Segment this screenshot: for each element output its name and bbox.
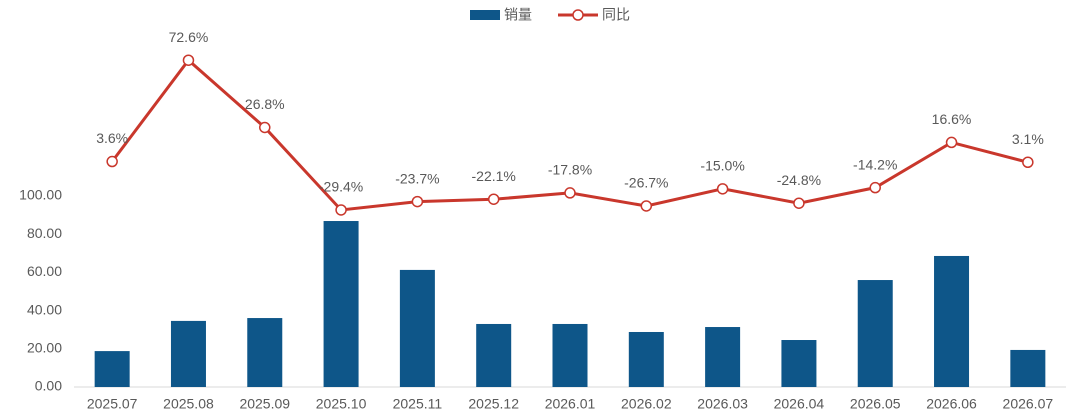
data-label: -26.7% xyxy=(624,175,668,191)
bar xyxy=(705,327,741,387)
line-marker xyxy=(487,193,500,205)
x-tick-label: 2026.01 xyxy=(545,396,596,412)
data-label: -15.0% xyxy=(700,158,744,174)
bar xyxy=(247,318,283,387)
legend-label: 销量 xyxy=(504,7,532,23)
bar xyxy=(323,221,359,387)
x-tick-label: 2025.07 xyxy=(87,396,138,412)
line-marker xyxy=(716,183,729,195)
legend-marker xyxy=(572,9,584,21)
data-label: 3.1% xyxy=(1012,131,1044,147)
bar xyxy=(399,269,435,387)
data-label: -14.2% xyxy=(853,156,897,172)
x-tick-label: 2026.07 xyxy=(1003,396,1054,412)
x-tick-label: 2026.03 xyxy=(697,396,748,412)
bar xyxy=(170,320,206,387)
bar xyxy=(781,340,817,387)
data-label: -24.8% xyxy=(777,172,821,188)
x-tick-label: 2025.09 xyxy=(239,396,290,412)
x-tick-label: 2025.11 xyxy=(393,396,443,412)
line-marker xyxy=(335,204,347,216)
y-tick-label: 60.00 xyxy=(27,263,62,279)
legend-label: 同比 xyxy=(602,7,630,23)
x-tick-label: 2026.04 xyxy=(774,396,825,412)
bar xyxy=(857,280,893,387)
x-tick-label: 2026.06 xyxy=(926,396,977,412)
y-tick-label: 20.00 xyxy=(27,340,62,356)
line-marker xyxy=(1022,156,1034,168)
bar xyxy=(476,323,512,387)
data-label: -17.8% xyxy=(548,162,592,178)
line-marker xyxy=(869,181,881,194)
bar xyxy=(934,255,970,387)
x-tick-label: 2025.12 xyxy=(468,396,519,412)
data-label: 72.6% xyxy=(169,29,209,45)
data-label: -29.4% xyxy=(319,179,363,195)
bar xyxy=(94,351,130,387)
legend-swatch xyxy=(470,10,500,20)
data-label: 26.8% xyxy=(245,96,285,112)
data-label: 16.6% xyxy=(932,111,972,127)
line-marker xyxy=(182,54,195,66)
data-label: -23.7% xyxy=(395,170,439,186)
x-tick-label: 2026.05 xyxy=(850,396,901,412)
x-tick-label: 2025.08 xyxy=(163,396,214,412)
data-label: -22.1% xyxy=(472,168,516,184)
bar xyxy=(628,331,664,387)
line-marker xyxy=(945,136,958,149)
x-tick-label: 2025.10 xyxy=(316,396,367,412)
line-marker xyxy=(793,197,805,209)
y-tick-label: 40.00 xyxy=(27,301,62,317)
x-tick-label: 2026.02 xyxy=(621,396,672,412)
line-marker xyxy=(259,121,271,134)
y-tick-label: 0.00 xyxy=(35,378,62,394)
line-marker xyxy=(106,155,118,168)
line-marker xyxy=(564,187,576,199)
bar xyxy=(552,323,588,387)
line-marker xyxy=(411,195,424,208)
y-tick-label: 80.00 xyxy=(27,225,62,241)
y-tick-label: 100.00 xyxy=(19,187,62,203)
line-marker xyxy=(640,200,653,212)
bar xyxy=(1010,349,1046,387)
data-label: 3.6% xyxy=(96,130,128,146)
